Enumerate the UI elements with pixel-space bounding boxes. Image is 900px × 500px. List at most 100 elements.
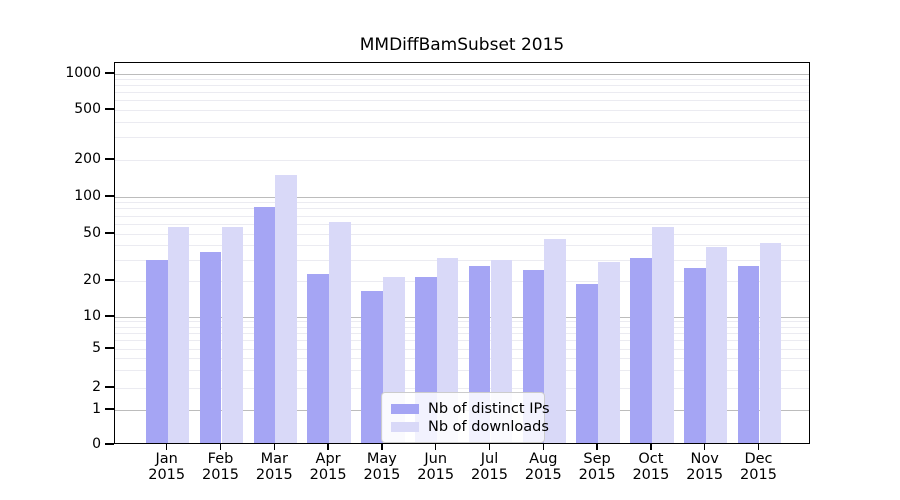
x-tick-mark <box>165 444 168 450</box>
y-tick-mark <box>105 279 114 281</box>
x-tick-label-jan: Jan 2015 <box>148 451 186 483</box>
bar-distinct-ips-may <box>361 290 383 443</box>
x-tick-label-mar: Mar 2015 <box>255 451 293 483</box>
legend-swatch-downloads <box>391 421 419 432</box>
x-tick-label-apr: Apr 2015 <box>309 451 347 483</box>
y-tick-mark <box>105 232 114 234</box>
bar-downloads-nov <box>705 247 728 443</box>
bar-downloads-oct <box>651 226 674 443</box>
gridline-minor <box>115 121 809 123</box>
y-tick-label-1000: 1000 <box>65 65 101 81</box>
gridline-major <box>115 316 809 318</box>
y-tick-mark <box>105 386 114 388</box>
gridline-minor <box>115 223 809 225</box>
gridline-minor <box>115 244 809 246</box>
gridline-minor <box>115 137 809 139</box>
bar-distinct-ips-dec <box>737 265 760 443</box>
x-tick-mark <box>650 444 652 450</box>
bar-distinct-ips-mar <box>253 206 276 443</box>
x-tick-mark <box>757 444 760 450</box>
bar-downloads-mar <box>275 175 298 443</box>
x-tick-label-jul: Jul 2015 <box>471 451 508 483</box>
legend-label-downloads: Nb of downloads <box>428 418 549 435</box>
x-tick-label-may: May 2015 <box>363 451 401 483</box>
x-tick-mark <box>327 444 329 450</box>
gridline-minor <box>115 332 809 334</box>
x-tick-mark <box>219 444 222 450</box>
x-tick-label-aug: Aug 2015 <box>524 451 562 483</box>
legend: Nb of distinct IPs Nb of downloads <box>381 392 550 443</box>
plot-area: Nb of distinct IPs Nb of downloads <box>114 62 810 444</box>
bar-distinct-ips-nov <box>683 267 706 443</box>
y-tick-label-50: 50 <box>83 225 101 241</box>
gridline-minor <box>115 215 809 217</box>
gridline-minor <box>115 159 809 161</box>
y-tick-mark <box>105 195 114 197</box>
y-tick-label-1: 1 <box>92 401 101 417</box>
bar-distinct-ips-apr <box>307 274 330 443</box>
gridline-minor <box>115 357 809 359</box>
x-tick-label-sep: Sep 2015 <box>578 451 616 483</box>
bar-downloads-apr <box>329 222 351 443</box>
x-tick-label-jun: Jun 2015 <box>417 451 455 483</box>
gridline-minor <box>115 326 809 328</box>
gridline-minor <box>115 340 809 342</box>
gridline-minor <box>115 280 809 282</box>
legend-item-distinct-ips: Nb of distinct IPs <box>391 400 550 417</box>
gridline-minor <box>115 348 809 350</box>
x-tick-label-feb: Feb 2015 <box>202 451 239 483</box>
y-tick-label-100: 100 <box>74 188 101 204</box>
y-tick-mark <box>105 443 114 445</box>
bar-distinct-ips-jan <box>145 259 168 443</box>
gridline-minor <box>115 233 809 235</box>
x-tick-label-oct: Oct 2015 <box>632 451 670 483</box>
y-tick-label-500: 500 <box>74 101 101 117</box>
y-tick-mark <box>105 108 114 110</box>
gridline-minor <box>115 370 809 372</box>
bar-downloads-jan <box>167 226 190 443</box>
x-tick-mark <box>542 444 545 450</box>
x-tick-mark <box>596 444 598 450</box>
y-tick-mark <box>105 347 114 349</box>
gridline-minor <box>115 78 809 80</box>
gridline-major <box>115 73 809 75</box>
legend-label-distinct-ips: Nb of distinct IPs <box>428 400 550 417</box>
y-tick-label-20: 20 <box>83 272 101 288</box>
gridline-minor <box>115 109 809 111</box>
x-tick-mark <box>273 444 276 450</box>
y-tick-label-2: 2 <box>92 379 101 395</box>
bar-downloads-aug <box>544 238 567 443</box>
y-tick-mark <box>105 315 114 317</box>
gridline-major <box>115 196 809 198</box>
legend-item-downloads: Nb of downloads <box>391 418 549 435</box>
gridline-minor <box>115 208 809 210</box>
gridline-minor <box>115 321 809 323</box>
bar-distinct-ips-sep <box>576 284 599 443</box>
y-tick-label-0: 0 <box>92 436 101 452</box>
bar-distinct-ips-feb <box>199 251 222 443</box>
y-tick-mark <box>105 408 114 410</box>
x-tick-mark <box>381 444 383 450</box>
legend-swatch-distinct-ips <box>391 403 419 414</box>
chart-title: MMDiffBamSubset 2015 <box>359 35 565 55</box>
x-tick-mark <box>488 444 491 450</box>
bar-distinct-ips-oct <box>630 258 652 443</box>
gridline-minor <box>115 259 809 261</box>
x-tick-mark <box>703 444 706 450</box>
x-tick-label-dec: Dec 2015 <box>740 451 777 483</box>
gridline-minor <box>115 100 809 102</box>
y-tick-label-10: 10 <box>83 308 101 324</box>
x-tick-mark <box>434 444 437 450</box>
y-tick-mark <box>105 72 114 74</box>
y-tick-label-200: 200 <box>74 151 101 167</box>
y-tick-label-5: 5 <box>92 340 101 356</box>
gridline-minor <box>115 92 809 94</box>
bar-downloads-feb <box>221 226 244 443</box>
bar-downloads-sep <box>598 261 620 443</box>
gridline-minor <box>115 85 809 87</box>
gridline-minor <box>115 387 809 389</box>
bar-downloads-dec <box>759 243 782 443</box>
y-tick-mark <box>105 158 114 160</box>
gridline-minor <box>115 202 809 204</box>
